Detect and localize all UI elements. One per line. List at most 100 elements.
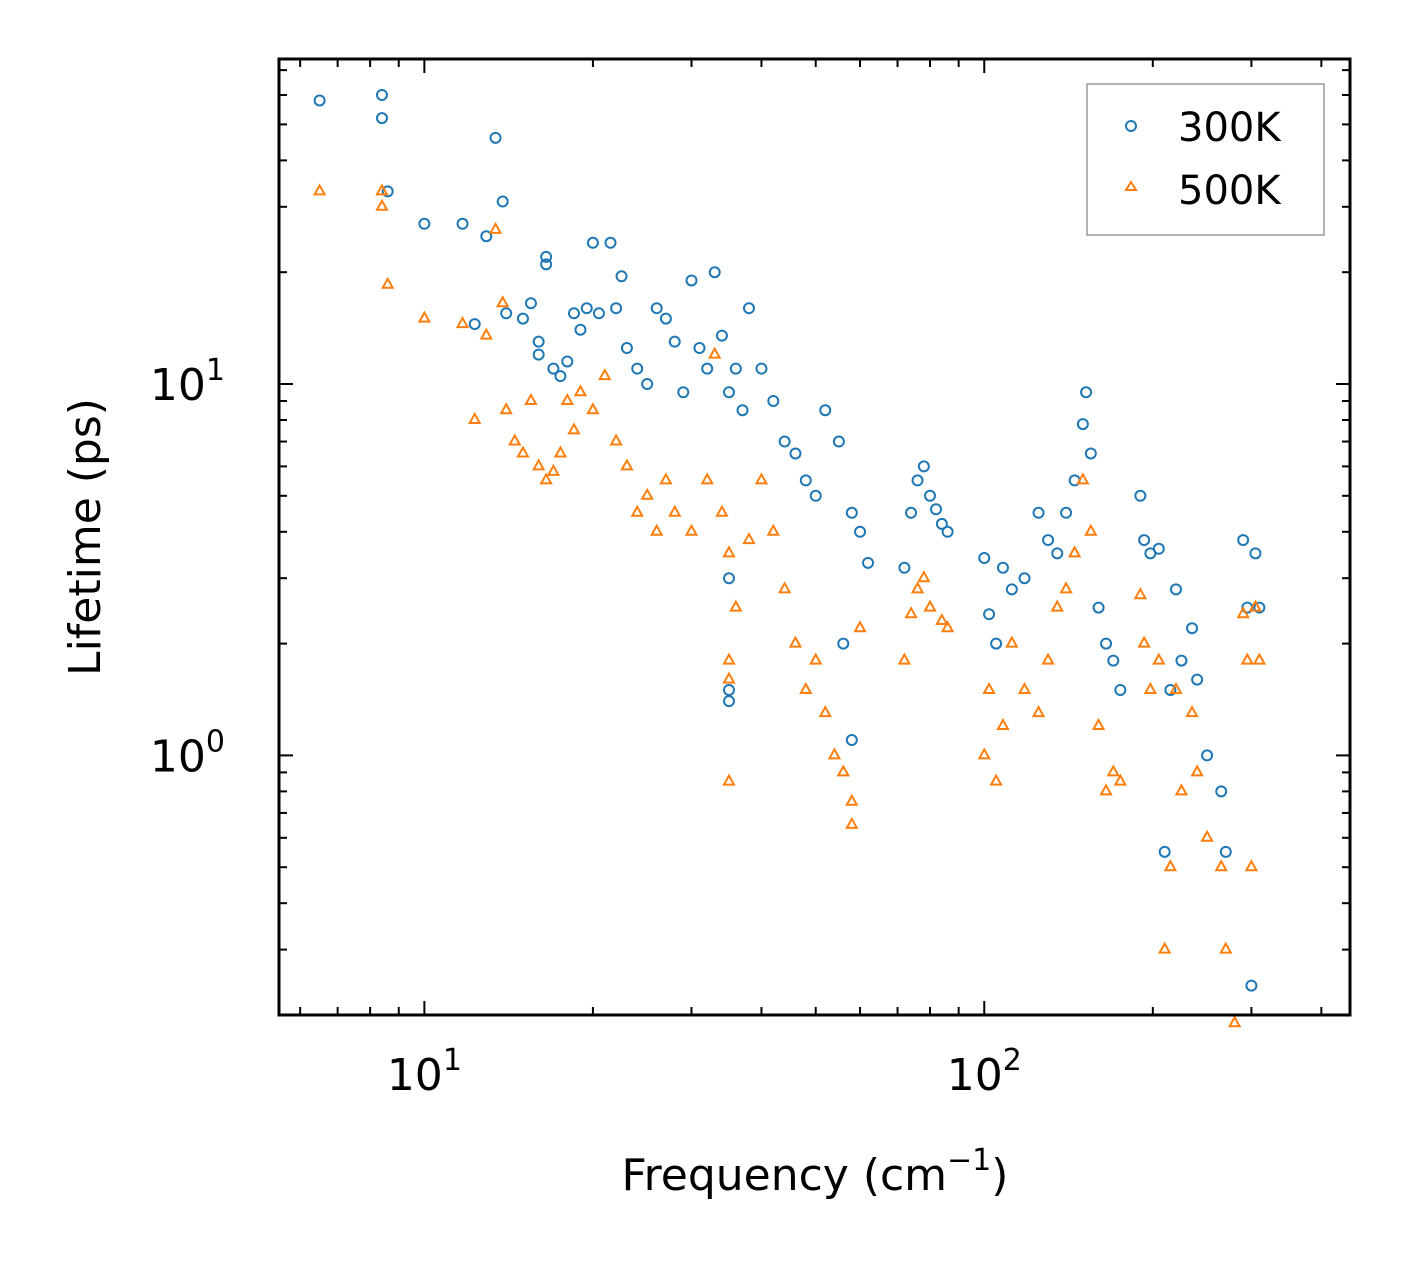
data-point-500k [1076, 472, 1090, 485]
data-point-300k [641, 377, 654, 390]
data-point-300k [532, 348, 545, 361]
data-point-500k [845, 793, 859, 806]
data-point-500k [809, 652, 823, 665]
data-point-300k [1032, 506, 1045, 519]
data-point-500k [609, 433, 623, 446]
data-point-300k [547, 362, 560, 375]
data-point-500k [989, 773, 1003, 786]
data-point-500k [668, 504, 682, 517]
x-tick-label-exponent: 2 [1003, 1043, 1022, 1078]
data-point-500k [766, 523, 781, 536]
data-point-300k [1138, 534, 1151, 547]
data-point-300k [1042, 534, 1055, 547]
points-layer [312, 88, 1267, 1028]
data-point-500k [853, 620, 867, 633]
data-point-500k [1067, 545, 1082, 558]
data-point-300k [418, 217, 431, 230]
data-point-500k [1244, 859, 1259, 872]
data-point-500k [1248, 599, 1263, 612]
data-point-500k [1041, 652, 1055, 665]
data-point-300k [845, 734, 858, 747]
data-point-300k [574, 323, 587, 336]
data-point-300k [854, 525, 867, 538]
data-point-300k [722, 386, 735, 399]
data-point-500k [1050, 599, 1064, 612]
data-point-500k [1059, 581, 1073, 594]
data-point-300k [862, 556, 875, 569]
x-tick-label-base: 10 [387, 1050, 443, 1101]
data-point-300k [905, 506, 918, 519]
data-point-500k [982, 681, 996, 695]
data-point-500k [380, 276, 395, 289]
data-point-300k [1245, 979, 1258, 992]
y-tick-label: 101 [150, 353, 225, 411]
data-point-500k [722, 671, 736, 684]
data-point-500k [827, 747, 842, 760]
data-point-300k [375, 88, 388, 101]
data-point-500k [1190, 764, 1204, 777]
data-point-500k [479, 327, 493, 340]
x-tick-label-exponent: 1 [443, 1043, 462, 1078]
data-point-300k [567, 307, 580, 320]
x-axis-label: Frequency (cm−1) [622, 1143, 1009, 1201]
x-tick-label-base: 10 [947, 1050, 1003, 1101]
data-point-300k [540, 250, 553, 263]
y-tick-label-exponent: 1 [206, 353, 225, 388]
data-point-300k [799, 474, 812, 487]
data-point-300k [832, 435, 845, 448]
data-point-500k [560, 392, 574, 405]
data-point-500k [1005, 635, 1019, 648]
data-point-500k [375, 198, 389, 211]
data-point-300k [911, 474, 924, 487]
data-point-500k [1163, 859, 1178, 872]
data-point-500k [684, 523, 699, 536]
data-point-500k [799, 681, 813, 695]
data-point-500k [1240, 652, 1255, 665]
data-point-300k [930, 503, 943, 516]
data-point-500k [742, 532, 756, 545]
data-point-500k [722, 545, 736, 558]
data-point-500k [1084, 523, 1098, 536]
data-point-500k [1143, 681, 1158, 695]
data-point-300k [489, 131, 502, 144]
data-point-300k [708, 266, 721, 279]
data-point-300k [631, 362, 644, 375]
data-point-300k [924, 489, 937, 502]
y-axis-label: Lifetime (ps) [60, 398, 111, 676]
data-point-500k [1152, 652, 1166, 665]
data-point-500k [777, 581, 792, 594]
data-point-500k [940, 620, 955, 633]
data-point-500k [586, 402, 600, 415]
data-point-500k [417, 310, 432, 323]
data-point-300k [722, 695, 735, 708]
data-point-500k [1017, 681, 1032, 695]
data-point-300k [1186, 622, 1199, 635]
data-point-500k [546, 463, 561, 476]
y-tick-label: 100 [150, 724, 225, 782]
data-point-500k [1169, 681, 1183, 695]
data-point-300k [1215, 785, 1228, 798]
data-point-300k [561, 355, 574, 368]
data-point-500k [923, 599, 937, 612]
data-point-300k [1253, 601, 1266, 614]
data-point-300k [722, 684, 735, 697]
data-point-300k [480, 230, 493, 243]
data-point-300k [809, 489, 822, 502]
data-point-500k [996, 717, 1010, 730]
data-point-300k [767, 394, 780, 407]
data-point-500k [935, 612, 949, 626]
data-point-500k [640, 487, 654, 500]
data-point-500k [650, 523, 664, 536]
data-point-300k [845, 506, 858, 519]
data-point-300k [1175, 654, 1188, 667]
data-point-500k [788, 635, 803, 648]
data-point-500k [573, 384, 588, 397]
data-point-500k [499, 402, 513, 415]
legend-label-300k: 300K [1178, 105, 1282, 151]
data-point-300k [1237, 534, 1250, 547]
x-axis-label-main: Frequency (cm [622, 1150, 948, 1201]
data-point-500k [1031, 705, 1046, 718]
data-point-300k [1051, 547, 1064, 560]
data-point-500k [707, 346, 722, 359]
data-point-300k [456, 217, 469, 230]
